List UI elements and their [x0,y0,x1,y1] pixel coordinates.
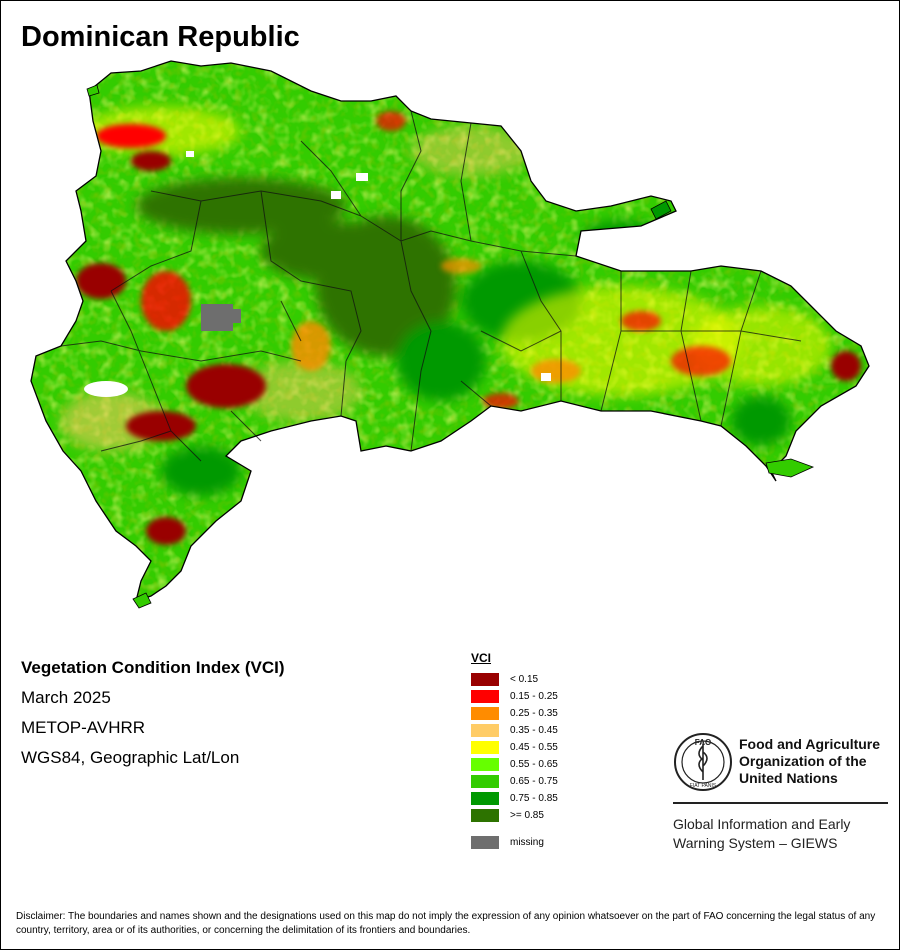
legend-label: < 0.15 [510,674,539,685]
legend-swatch [471,741,499,754]
sensor-label: METOP-AVHRR [21,718,146,737]
legend-label: 0.55 - 0.65 [510,759,558,770]
legend-label: >= 0.85 [510,810,544,821]
legend-swatch [471,792,499,805]
legend-swatch [471,707,499,720]
legend-swatch [471,724,499,737]
legend-label: 0.45 - 0.55 [510,742,558,753]
legend-swatch [471,809,499,822]
projection-label: WGS84, Geographic Lat/Lon [21,748,240,767]
legend-label-missing: missing [510,837,544,848]
fao-name: Food and Agriculture Organization of the… [739,736,880,787]
legend-title: VCI [471,651,492,665]
vci-map [30,60,870,609]
legend-swatch [471,690,499,703]
product-title: Vegetation Condition Index (VCI) [21,658,285,677]
legend-label: 0.65 - 0.75 [510,776,558,787]
fao-name-line: Food and Agriculture [739,736,881,752]
legend-swatch-missing [471,836,499,849]
giews-name: Global Information and Early Warning Sys… [673,815,850,853]
legend-swatch [471,775,499,788]
fao-branding: FAO FIAT PANIS Food and Agriculture Orga… [671,732,891,857]
date-label: March 2025 [21,688,111,707]
giews-line: Warning System – GIEWS [673,835,838,851]
disclaimer: Disclaimer: The boundaries and names sho… [16,911,876,936]
fao-divider [673,802,888,804]
fao-logo-motto: FIAT PANIS [690,783,717,789]
fao-logo-icon: FAO FIAT PANIS [674,733,732,791]
legend-label: 0.25 - 0.35 [510,708,558,719]
legend-label: 0.35 - 0.45 [510,725,558,736]
fao-name-line: United Nations [739,770,838,786]
legend-swatch [471,673,499,686]
fao-logo-letters: FAO [695,738,711,747]
legend-label: 0.15 - 0.25 [510,691,558,702]
giews-line: Global Information and Early [673,816,851,832]
legend-label: 0.75 - 0.85 [510,793,558,804]
fao-name-line: Organization of the [739,753,867,769]
map-title: Dominican Republic [21,21,300,53]
legend-swatch [471,758,499,771]
